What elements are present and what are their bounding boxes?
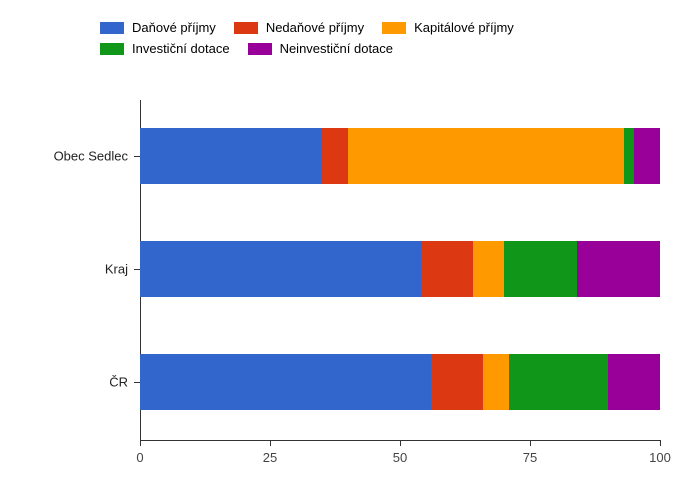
bar-segment [509,354,608,410]
bar-row [140,128,660,184]
bar-segment [322,128,348,184]
chart-container: Daňové příjmy Nedaňové příjmy Kapitálové p… [0,0,700,500]
bar-segment [431,354,483,410]
legend-item: Investiční dotace [100,41,230,56]
x-tick-label: 0 [136,450,143,465]
x-tick-label: 25 [263,450,277,465]
legend-swatch [234,22,258,34]
bar-segment [608,354,660,410]
legend-label: Kapitálové příjmy [414,20,514,35]
legend-swatch [100,43,124,55]
legend-label: Neinvestiční dotace [280,41,393,56]
category-label: ČR [109,375,128,390]
bar-segment [483,354,509,410]
bar-row [140,354,660,410]
legend-label: Nedaňové příjmy [266,20,364,35]
legend-label: Investiční dotace [132,41,230,56]
x-tick-label: 100 [649,450,671,465]
legend-swatch [382,22,406,34]
legend-item: Kapitálové příjmy [382,20,514,35]
bar-segment [140,241,421,297]
x-tick [140,440,141,446]
legend-swatch [248,43,272,55]
legend-swatch [100,22,124,34]
plot-area: 0255075100Obec SedlecKrajČR [140,100,660,440]
x-tick-label: 75 [523,450,537,465]
bar-segment [634,128,660,184]
bar-segment [504,241,577,297]
bar-segment [421,241,473,297]
bar-segment [577,241,660,297]
x-tick [530,440,531,446]
bar-segment [348,128,624,184]
bar-row [140,241,660,297]
legend-item: Daňové příjmy [100,20,216,35]
legend-item: Nedaňové příjmy [234,20,364,35]
bar-segment [624,128,634,184]
legend: Daňové příjmy Nedaňové příjmy Kapitálové p… [100,20,600,56]
x-tick-label: 50 [393,450,407,465]
legend-item: Neinvestiční dotace [248,41,393,56]
bar-segment [473,241,504,297]
category-label: Obec Sedlec [54,149,128,164]
bar-segment [140,354,431,410]
x-tick [400,440,401,446]
x-tick [270,440,271,446]
category-label: Kraj [105,262,128,277]
bar-segment [140,128,322,184]
x-tick [660,440,661,446]
legend-label: Daňové příjmy [132,20,216,35]
